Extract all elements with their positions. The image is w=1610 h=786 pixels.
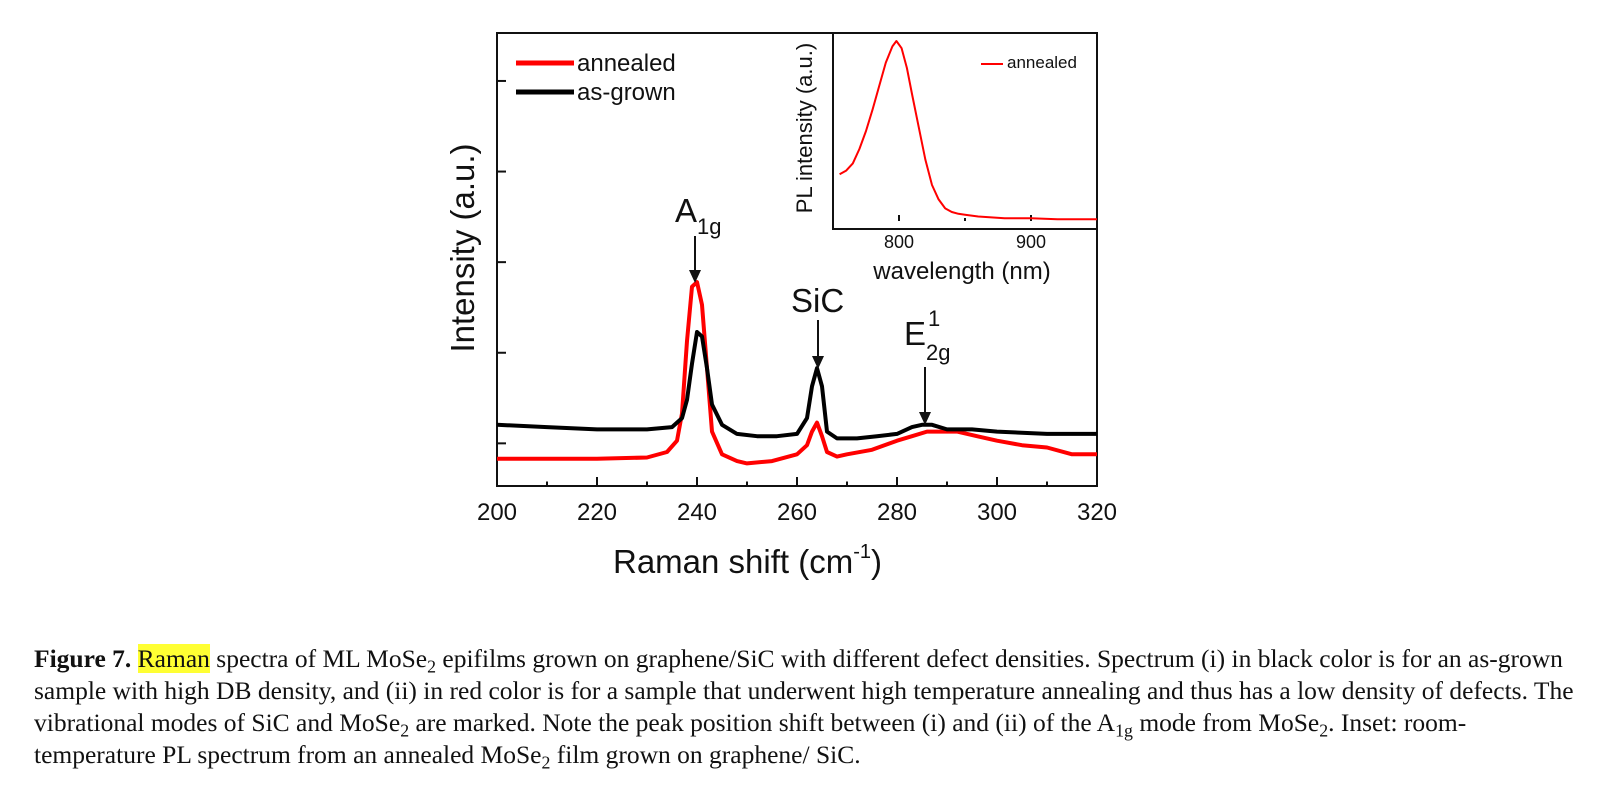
x-tick-label: 320 xyxy=(1077,499,1117,526)
caption-sub-1: 2 xyxy=(427,656,436,677)
x-tick-label: 220 xyxy=(577,499,617,526)
xlabel-end: ) xyxy=(871,543,882,580)
xlabel-main: Raman shift (cm xyxy=(613,543,853,580)
annot-e2g-sup: 1 xyxy=(928,306,940,331)
x-tick-label: 200 xyxy=(477,499,517,526)
inset-plot-frame xyxy=(832,32,1098,230)
x-tick-label: 900 xyxy=(1016,232,1046,252)
annot-a1g-main: A xyxy=(675,192,697,229)
caption-sub-5: 2 xyxy=(541,752,551,773)
x-tick-label: 260 xyxy=(777,499,817,526)
annot-e2g-sub: 2g xyxy=(926,340,950,365)
annotation-sic: SiC xyxy=(791,282,844,369)
x-tick-label: 800 xyxy=(884,232,914,252)
svg-text:A1g: A1g xyxy=(675,192,722,239)
x-tick-label: 240 xyxy=(677,499,717,526)
caption-text-5: . Inset: room-temperature PL spectrum fr… xyxy=(34,708,1467,769)
series-line-as-grown xyxy=(496,330,1097,441)
main-legend: annealed as-grown xyxy=(516,50,676,106)
annotation-e2g: E 1 2g xyxy=(904,306,950,425)
annot-a1g-sub: 1g xyxy=(697,214,721,239)
annotation-a1g: A1g xyxy=(675,192,722,283)
inset-x-axis-label: wavelength (nm) xyxy=(872,258,1050,285)
main-y-ticks xyxy=(497,79,506,445)
raman-figure: 200 220 240 260 280 300 320 annealed as-grown … xyxy=(444,32,1117,580)
main-series-lines xyxy=(496,280,1097,466)
inset-legend-label: annealed xyxy=(1007,53,1077,72)
main-x-ticks: 200 220 240 260 280 300 320 xyxy=(477,477,1117,526)
inset-x-ticks: 800 900 xyxy=(884,215,1046,252)
x-tick-label: 300 xyxy=(977,499,1017,526)
caption-text-3: are marked. Note the peak position shift… xyxy=(409,708,1116,737)
main-y-axis-label: Intensity (a.u.) xyxy=(444,143,481,352)
caption-sub-2: 2 xyxy=(400,720,410,741)
caption-text-6: film grown on graphene/ SiC. xyxy=(550,740,861,769)
caption-highlight: Raman xyxy=(137,644,210,673)
annot-sic-label: SiC xyxy=(791,282,844,319)
caption-sub-4: 2 xyxy=(1319,720,1329,741)
inset-chart: 800 900 annealed wavelength (nm) PL inten… xyxy=(792,32,1098,285)
legend-label-annealed: annealed xyxy=(577,50,676,77)
caption-label: Figure 7. xyxy=(34,644,132,673)
caption-text-4: mode from MoSe xyxy=(1132,708,1320,737)
legend-label-as-grown: as-grown xyxy=(577,79,676,106)
caption-sub-3: 1g xyxy=(1115,720,1133,741)
caption-text-1: spectra of ML MoSe xyxy=(209,644,428,673)
caption-text-2: epifilms grown on graphene/SiC with diff… xyxy=(34,644,1574,737)
series-line-annealed xyxy=(839,40,1097,221)
main-x-axis-label: Raman shift (cm-1) xyxy=(613,541,882,580)
x-tick-label: 280 xyxy=(877,499,917,526)
figure-caption: Figure 7. Raman spectra of ML MoSe2 epif… xyxy=(34,643,1584,771)
annot-e2g-main: E xyxy=(904,315,926,352)
xlabel-sup: -1 xyxy=(853,541,871,563)
inset-series-lines xyxy=(839,40,1097,221)
inset-y-axis-label: PL intensity (a.u.) xyxy=(792,43,817,213)
svg-text:E: E xyxy=(904,315,926,352)
